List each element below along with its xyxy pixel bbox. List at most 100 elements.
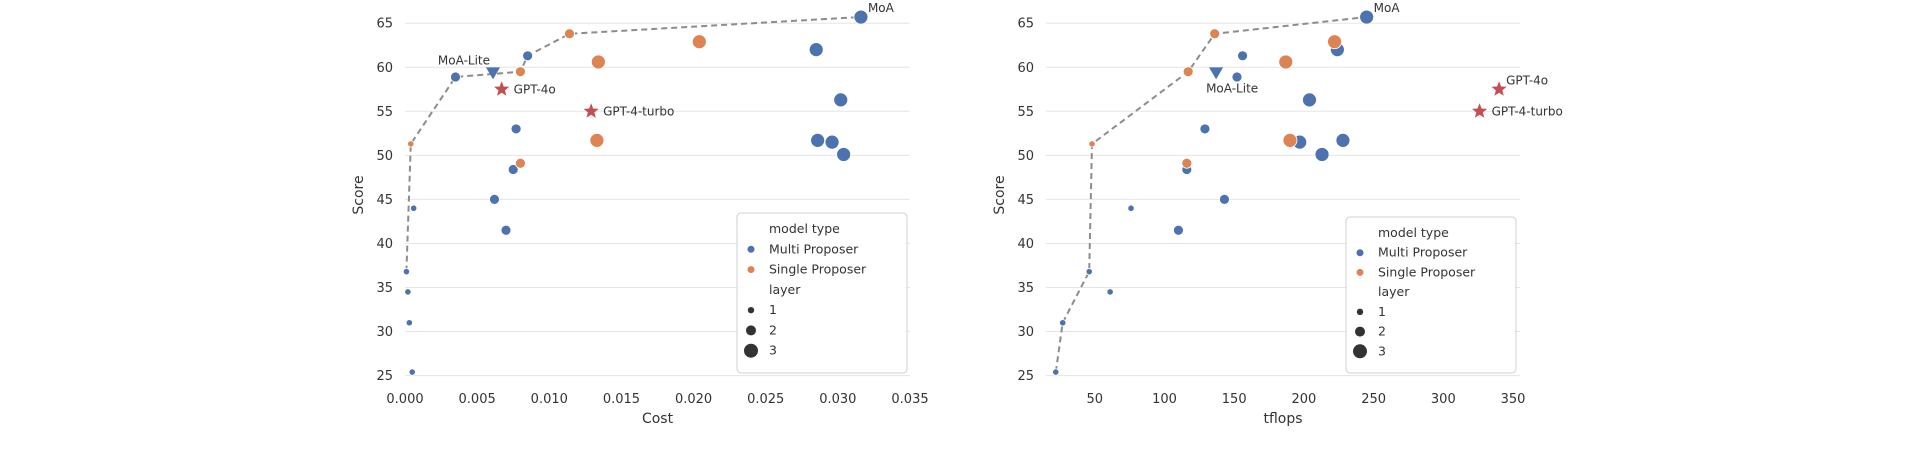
multi-proposer-point [1199,123,1211,135]
x-tick-label: 50 [1087,392,1104,407]
legend-entry-multi-proposer: Multi Proposer [769,241,859,256]
y-tick-label: 30 [1017,325,1034,340]
legend-entry-multi-proposer: Multi Proposer [1378,245,1468,260]
x-tick-label: 100 [1152,392,1177,407]
multi-proposer-point [1237,50,1248,62]
annotation-label: MoA [868,1,895,15]
multi-proposer-point [808,42,824,58]
reference-star-marker [583,103,599,118]
y-tick-label: 40 [1017,237,1034,252]
tflops-score-chart: 25 30 35 40 45 50 55 60 65 50 100 150 200 250 300 350 tf… [992,1,1563,427]
legend-size-entry: 3 [1378,343,1386,358]
multi-proposer-point [1085,268,1093,276]
reference-star-marker [494,81,510,96]
y-tick-label: 50 [376,149,393,164]
multi-proposer-point [1231,71,1243,83]
annotation-label: MoA-Lite [438,53,490,67]
legend-marker [746,325,756,336]
multi-proposer-point [450,71,461,83]
y-tick-label: 50 [1017,149,1034,164]
x-tick-label: 250 [1361,392,1386,407]
multi-proposer-point [405,319,413,327]
legend-size-title: layer [769,282,801,297]
x-tick-label: 0.030 [819,392,856,407]
y-tick-label: 35 [376,281,393,296]
multi-proposer-point [1335,132,1351,148]
single-proposer-point [407,140,415,148]
multi-proposer-point [1302,92,1317,108]
y-tick-label: 30 [376,325,393,340]
multi-proposer-point [402,268,411,276]
x-tick-label: 0.000 [386,392,423,407]
multi-proposer-point [1052,368,1060,376]
legend-marker [1356,308,1364,316]
legend-box [736,212,908,374]
single-proposer-point [589,132,605,148]
multi-proposer-point [810,132,826,148]
legend-size-entry: 1 [769,302,777,317]
legend-marker [747,266,755,274]
multi-proposer-point [836,147,852,162]
y-tick-label: 65 [376,17,393,32]
x-axis-title: Cost [642,411,674,427]
multi-proposer-point [1219,194,1230,205]
annotation-label: GPT-4o [514,82,556,96]
multi-proposer-point [507,164,519,175]
x-tick-label: 0.015 [603,392,640,407]
y-axis-title: Score [992,175,1008,214]
y-tick-label: 45 [1017,193,1034,208]
multi-proposer-point [1314,147,1330,162]
multi-proposer-point [408,368,416,376]
multi-proposer-point [1173,224,1184,236]
x-tick-label: 0.025 [747,392,784,407]
single-proposer-point [1327,34,1342,50]
y-tick-label: 65 [1017,17,1034,32]
multi-proposer-point [510,123,522,135]
x-axis-title: tflops [1263,411,1302,427]
single-proposer-point [1209,28,1221,40]
legend-size-entry: 1 [1378,304,1386,319]
x-tick-label: 350 [1501,392,1526,407]
multi-proposer-point [833,92,849,108]
annotation-label: GPT-4o [1506,73,1548,87]
legend: model type Multi Proposer Single Proposer l… [1345,216,1517,374]
legend-size-entry: 3 [769,343,777,358]
single-proposer-point [1181,157,1193,169]
legend-marker [1355,326,1365,337]
multi-proposer-point [522,50,534,62]
legend-marker [1356,249,1364,257]
x-tick-label: 0.010 [531,392,568,407]
legend-size-entry: 2 [769,322,777,337]
multi-proposer-point [500,224,512,236]
legend: model type Multi Proposer Single Proposer l… [736,212,908,374]
legend-size-entry: 2 [1378,324,1386,339]
multi-proposer-point [1127,204,1135,212]
single-proposer-point [1278,54,1294,70]
cost-score-chart: 25 30 35 40 45 50 55 60 65 0.000 0.005 0.010 0.015 0.… [351,1,929,427]
multi-proposer-point [1059,319,1067,327]
legend-entry-single-proposer: Single Proposer [769,262,867,277]
legend-marker [747,245,755,253]
legend-marker [1353,344,1367,359]
y-tick-label: 35 [1017,281,1034,296]
legend-marker [747,306,755,314]
annotation-label: GPT-4-turbo [603,104,674,118]
reference-star-marker [1471,103,1488,118]
y-axis-title: Score [351,175,367,214]
single-proposer-point [564,28,575,40]
single-proposer-point [1282,132,1298,148]
moa-lite-triangle-marker [1209,67,1224,80]
y-tick-label: 60 [1017,61,1034,76]
annotation-label: MoA [1374,1,1401,15]
single-proposer-point [691,34,707,50]
single-proposer-point [1088,140,1096,148]
multi-proposer-point [824,134,840,150]
legend-marker [1356,268,1364,276]
y-tick-label: 25 [1017,369,1034,384]
annotation-label: MoA-Lite [1206,81,1258,95]
y-tick-label: 55 [376,105,393,120]
legend-title: model type [769,221,840,236]
single-proposer-point [1182,66,1194,78]
